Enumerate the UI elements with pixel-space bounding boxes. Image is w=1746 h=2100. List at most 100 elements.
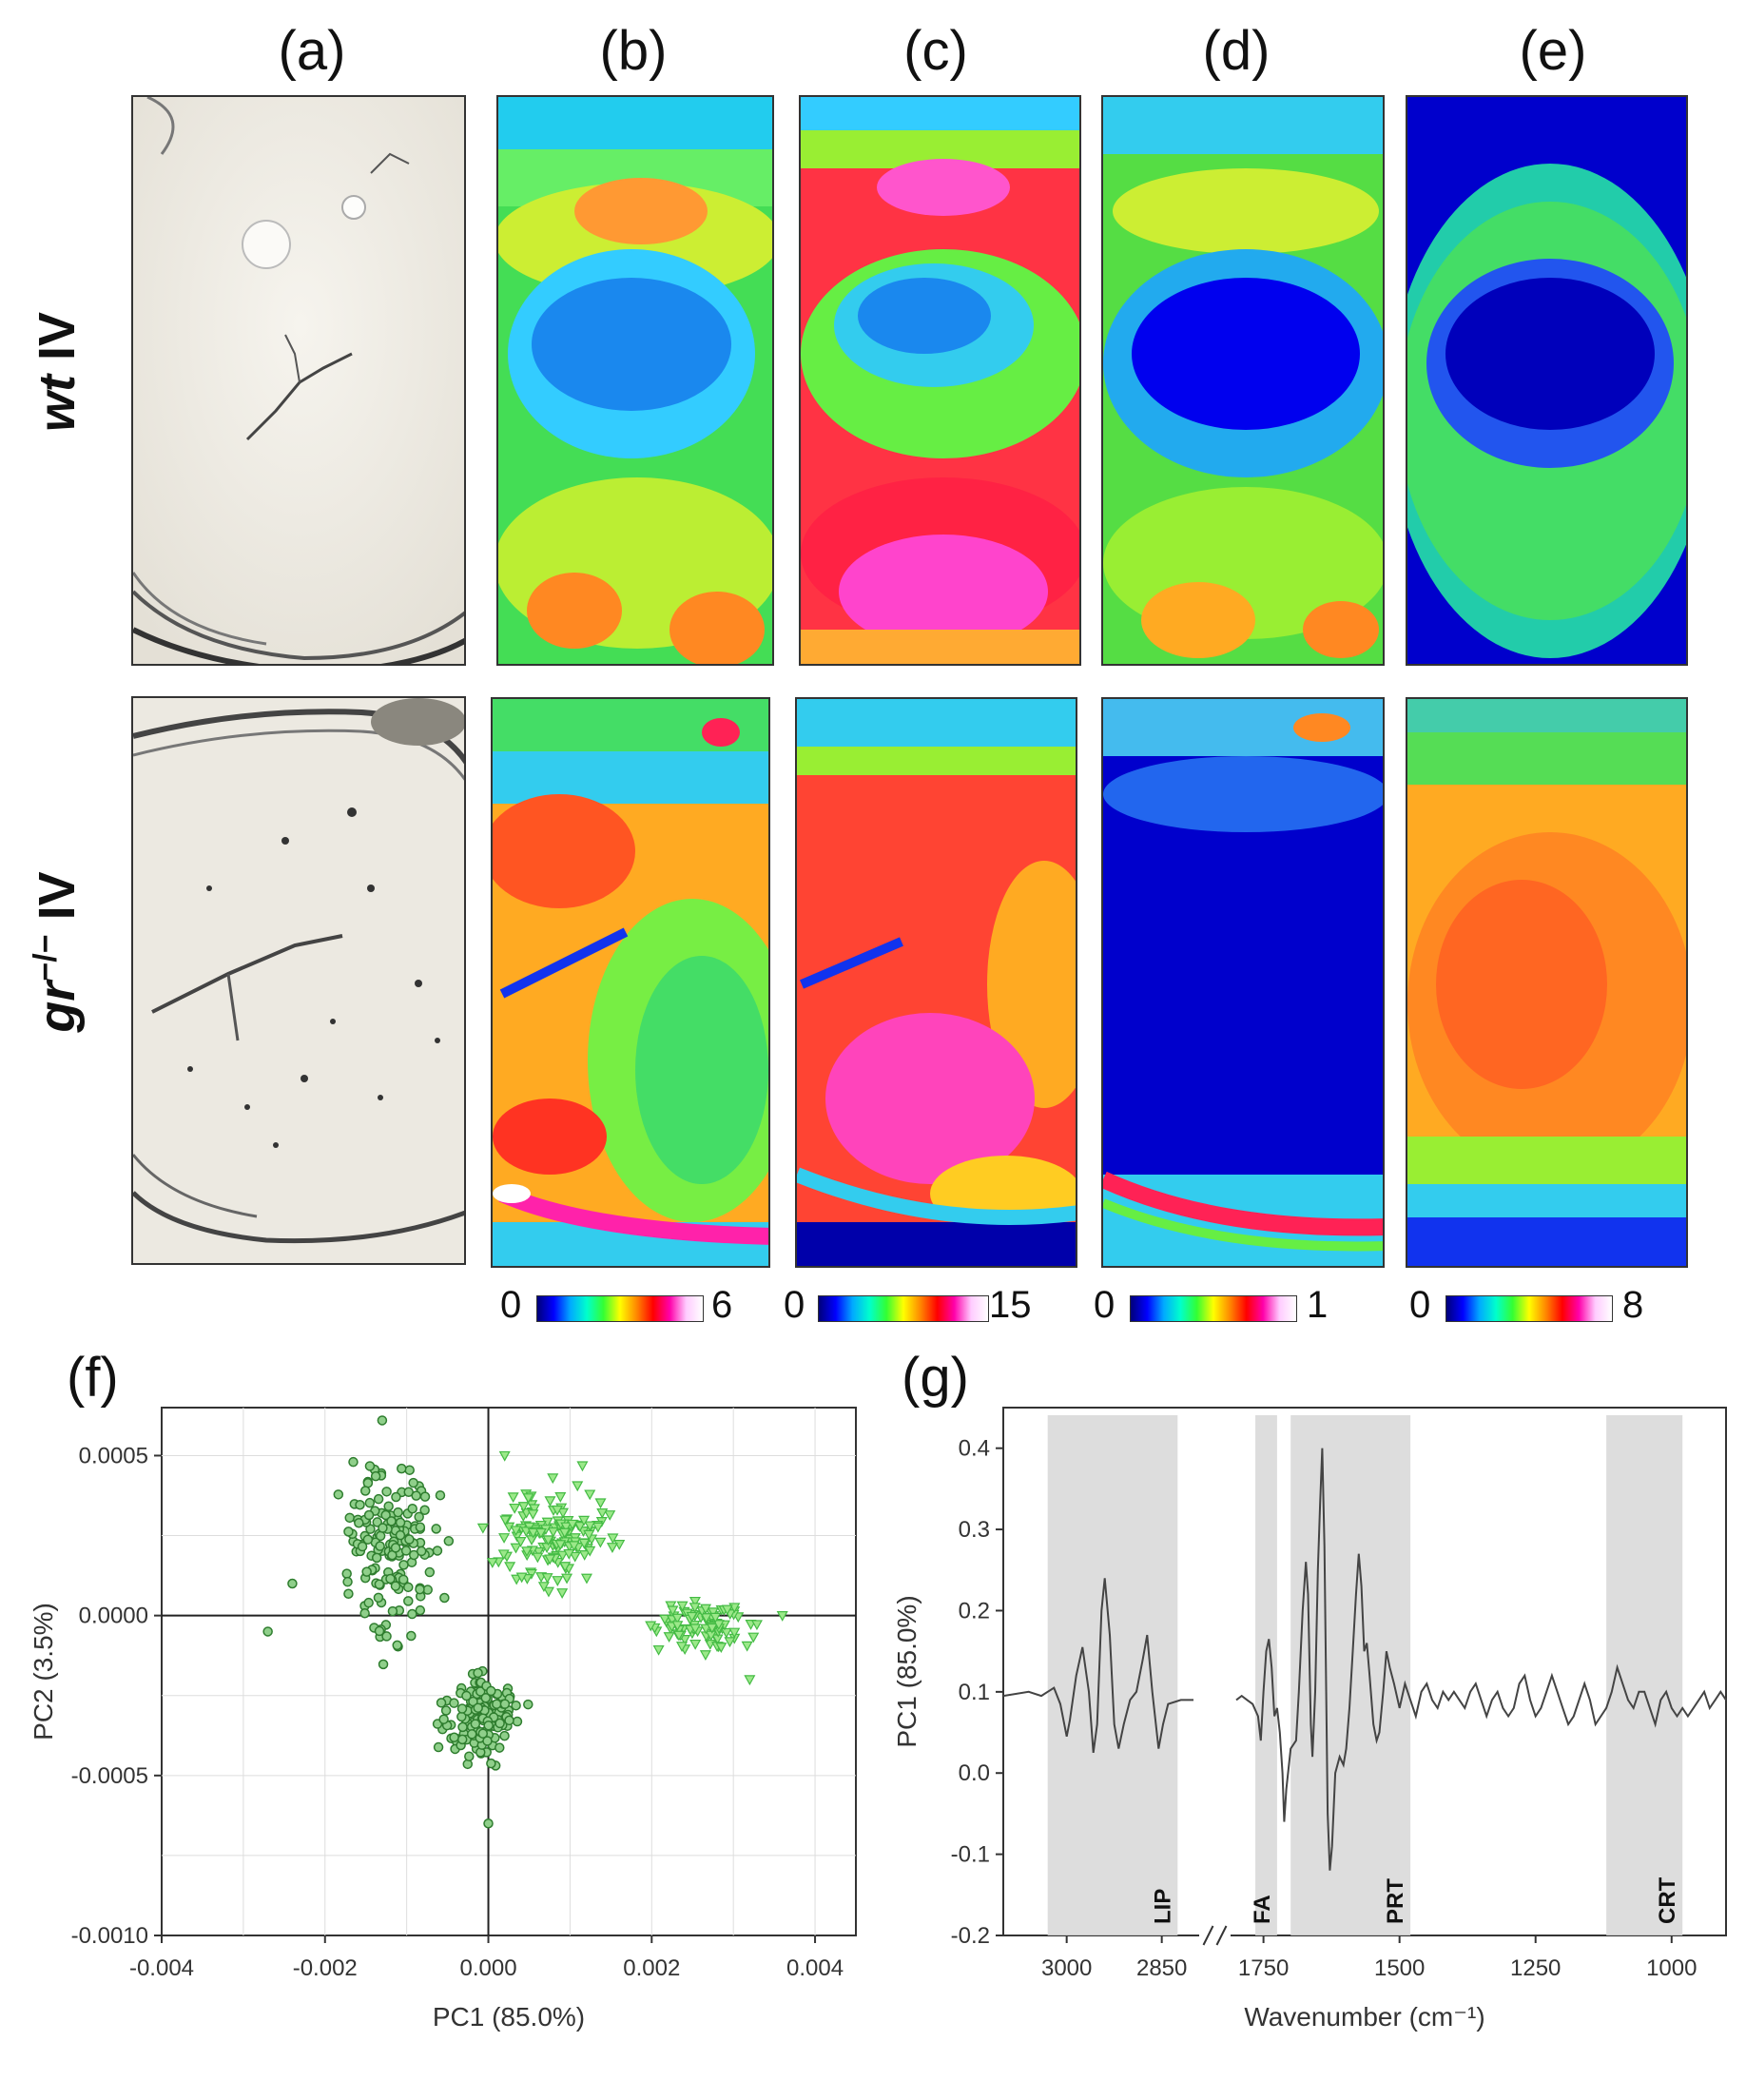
scatter-point xyxy=(563,1548,575,1560)
panel-label-b: (b) xyxy=(599,20,668,82)
scatter-point xyxy=(498,1450,511,1462)
scatter-point xyxy=(341,1568,352,1579)
scatter-point xyxy=(348,1456,359,1468)
scatter-point xyxy=(473,1667,483,1679)
loadings-line-segment-2 xyxy=(1235,1448,1727,1871)
colorbar-d xyxy=(1130,1295,1297,1322)
scatter-point xyxy=(364,1461,376,1471)
scatter-point xyxy=(433,1741,444,1753)
map-gr-d-art xyxy=(1103,699,1383,1266)
scatter-point xyxy=(403,1596,414,1606)
scatter-point xyxy=(580,1573,592,1585)
scatter-point xyxy=(584,1521,596,1532)
scatter-point xyxy=(552,1576,564,1586)
scatter-x-axis-label: PC1 (85.0%) xyxy=(433,2002,585,2032)
scatter-point xyxy=(689,1603,701,1614)
map-wt-e xyxy=(1406,95,1688,666)
scatter-point xyxy=(343,1526,354,1537)
scatter-point xyxy=(397,1463,407,1474)
scatter-point xyxy=(461,1690,472,1701)
scatter-point xyxy=(700,1613,712,1624)
axis-break-mark xyxy=(1202,1925,1214,1946)
region-band-crt xyxy=(1606,1415,1683,1935)
map-wt-e-art xyxy=(1407,97,1686,664)
scatter-point xyxy=(466,1729,477,1740)
scatter-point xyxy=(363,1509,375,1521)
loadings-line-segment-1 xyxy=(1002,1578,1193,1754)
loadings-x-tick-label: 2850 xyxy=(1136,1955,1187,1981)
scatter-point xyxy=(342,1576,353,1587)
loadings-x-tick-label: 1750 xyxy=(1238,1955,1289,1981)
scatter-point xyxy=(544,1554,556,1565)
scatter-point xyxy=(419,1491,431,1502)
loadings-y-tick-label: 0.3 xyxy=(959,1517,990,1543)
map-wt-c-art xyxy=(801,97,1079,664)
scatter-point xyxy=(675,1642,689,1652)
scatter-point xyxy=(398,1574,409,1585)
map-gr-c xyxy=(795,697,1077,1268)
scatter-point xyxy=(659,1614,671,1625)
scatter-point xyxy=(584,1546,596,1557)
map-gr-e-art xyxy=(1407,699,1686,1266)
scatter-point xyxy=(578,1550,591,1561)
scatter-point xyxy=(652,1644,665,1656)
scatter-point xyxy=(532,1552,544,1564)
scatter-point xyxy=(380,1509,391,1521)
scatter-point xyxy=(676,1601,689,1612)
scatter-point xyxy=(415,1584,425,1595)
scatter-point xyxy=(495,1718,505,1729)
region-label-crt: CRT xyxy=(1655,1876,1680,1924)
scatter-point xyxy=(343,1588,354,1599)
scatter-point xyxy=(476,1523,489,1534)
map-gr-d xyxy=(1101,697,1385,1268)
scatter-point xyxy=(671,1621,684,1632)
micrograph-wt-art xyxy=(133,97,464,664)
scatter-point xyxy=(378,1659,389,1670)
scatter-point xyxy=(449,1698,459,1708)
scatter-point xyxy=(689,1596,701,1607)
scatter-point xyxy=(504,1715,514,1726)
map-wt-b xyxy=(496,95,774,666)
scatter-point xyxy=(499,1699,511,1709)
scatter-point xyxy=(385,1573,396,1585)
panel-label-f: (f) xyxy=(67,1347,119,1409)
loadings-y-tick-label: 0.1 xyxy=(959,1680,990,1705)
scatter-point xyxy=(556,1588,569,1599)
scatter-point xyxy=(424,1566,436,1578)
scatter-point xyxy=(504,1562,516,1573)
scatter-point xyxy=(381,1631,392,1642)
scatter-point xyxy=(558,1527,571,1539)
scatter-point xyxy=(374,1579,385,1590)
scatter-point xyxy=(541,1573,553,1584)
scatter-point xyxy=(374,1625,385,1637)
scatter-point xyxy=(495,1742,505,1753)
loadings-y-tick-label: -0.2 xyxy=(951,1923,990,1949)
colorbar-c-min: 0 xyxy=(784,1284,805,1326)
loadings-y-axis-label: PC1 (85.0%) xyxy=(892,1595,922,1747)
scatter-point xyxy=(438,1714,449,1724)
colorbar-e-max: 8 xyxy=(1622,1284,1644,1326)
scatter-point xyxy=(393,1507,403,1518)
micrograph-wt xyxy=(131,95,466,666)
map-wt-c xyxy=(799,95,1081,666)
scatter-point xyxy=(686,1611,698,1623)
scatter-point xyxy=(721,1604,733,1616)
scatter-point xyxy=(363,1597,374,1608)
scatter-point xyxy=(395,1517,406,1528)
row-label-gr-superscript: −/− xyxy=(28,934,64,982)
scatter-point xyxy=(483,1721,494,1731)
scatter-point xyxy=(377,1415,388,1426)
colorbar-c xyxy=(818,1295,989,1322)
scatter-point xyxy=(712,1620,725,1631)
scatter-point xyxy=(672,1630,685,1642)
scatter-point xyxy=(776,1611,788,1622)
loadings-x-tick-label: 1000 xyxy=(1646,1955,1697,1981)
scatter-point xyxy=(407,1503,417,1514)
scatter-point xyxy=(596,1507,609,1519)
scatter-point xyxy=(663,1632,675,1643)
scatter-point xyxy=(371,1552,382,1564)
scatter-point xyxy=(407,1608,417,1620)
scatter-point xyxy=(362,1534,374,1545)
scatter-point xyxy=(486,1558,498,1568)
scatter-point xyxy=(361,1566,372,1577)
